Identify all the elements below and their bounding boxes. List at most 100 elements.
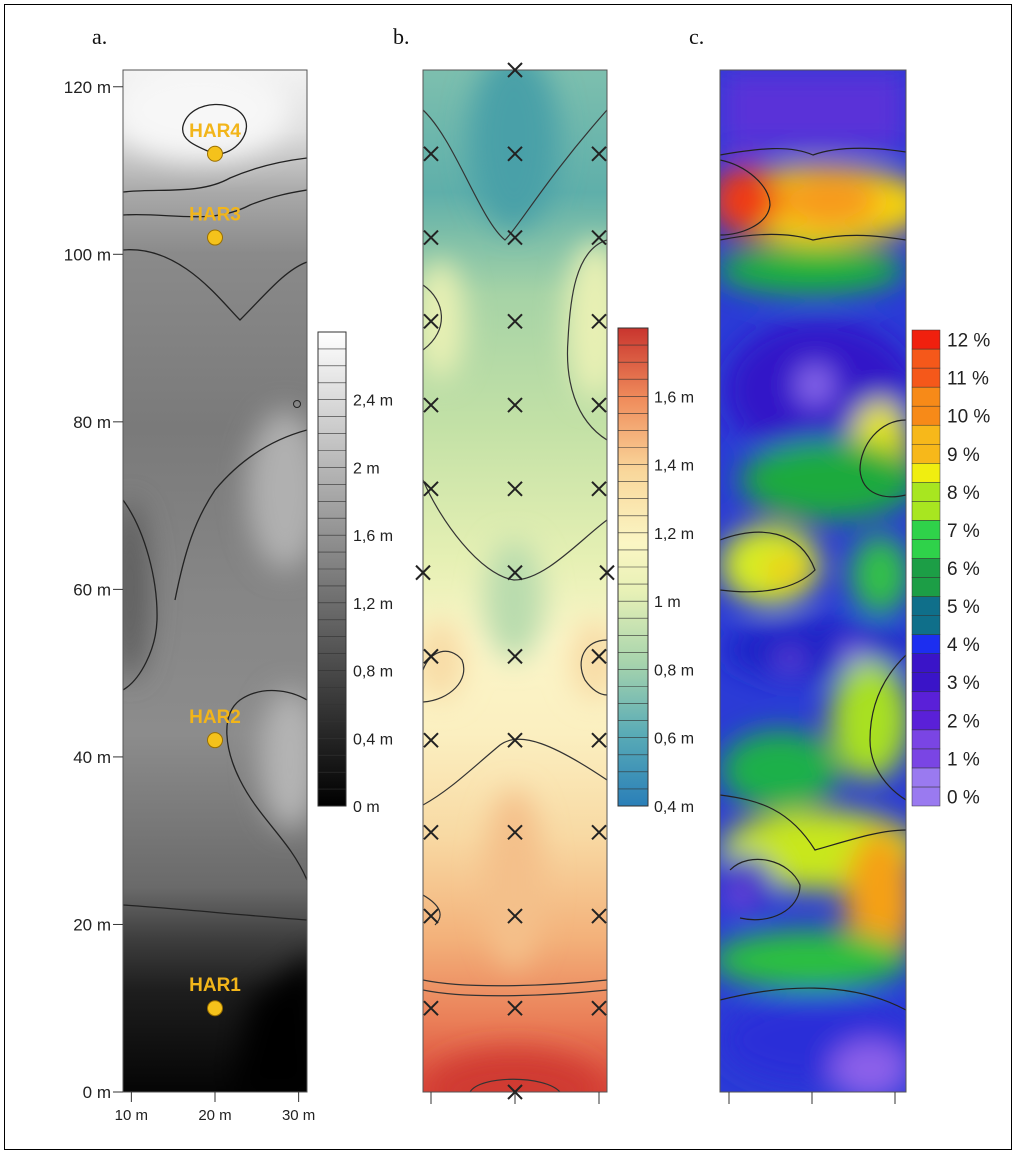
legend-band (911, 405, 941, 426)
legend-label: 1 % (947, 749, 980, 770)
legend-band (911, 520, 941, 540)
legend-band (911, 653, 941, 673)
legend-band (911, 767, 941, 788)
legend-label: 0,4 m (353, 731, 393, 748)
panel-a-legend-labels: 0 m 0,4 m 0,8 m 1,2 m 1,6 m 2 m 2,4 m (353, 393, 393, 816)
legend-band (911, 729, 941, 750)
sample-point-cross (507, 824, 523, 841)
legend-band (911, 596, 941, 616)
panel-b-x-ticks (430, 1092, 600, 1104)
sample-point-cross (591, 648, 607, 665)
sample-point-cross (423, 313, 439, 330)
har-label: HAR1 (189, 975, 241, 996)
har-label: HAR2 (189, 707, 241, 728)
y-tick-label: 100 m (64, 245, 111, 264)
legend-band (911, 710, 941, 731)
legend-band (911, 615, 941, 635)
legend-band (911, 463, 941, 483)
panel-c-x-ticks (728, 1092, 896, 1104)
panel-b-map (422, 69, 608, 1093)
sample-point-cross (423, 824, 439, 841)
sample-point-cross (591, 908, 607, 924)
har-markers: HAR4 HAR3 HAR2 HAR1 (189, 121, 241, 1017)
har-marker (207, 145, 223, 162)
sample-point-cross (591, 732, 607, 748)
sample-point-cross (599, 564, 615, 581)
har-marker (207, 732, 223, 749)
legend-label: 1,2 m (654, 526, 694, 543)
sample-point-cross (591, 229, 607, 246)
legend-label: 0,4 m (654, 799, 694, 816)
panel-a-legend-bands (318, 331, 346, 807)
legend-band (911, 443, 941, 464)
legend-label: 0 m (353, 799, 380, 816)
panel-c-map (719, 69, 907, 1093)
legend-label: 7 % (947, 521, 980, 542)
legend-label: 0,8 m (654, 662, 694, 679)
sample-point-cross (507, 648, 523, 665)
sample-point-cross (507, 564, 523, 581)
legend-label: 10 % (947, 407, 990, 428)
panel-a-legend: 0 m 0,4 m 0,8 m 1,2 m 1,6 m 2 m 2,4 m (317, 331, 393, 816)
sample-point-cross (423, 397, 439, 413)
legend-label: 11 % (947, 369, 989, 390)
legend-label: 1,4 m (654, 458, 694, 475)
legend-band (911, 329, 941, 350)
sample-point-cross (591, 481, 607, 497)
sample-point-cross (507, 481, 523, 497)
legend-band (911, 748, 941, 769)
sample-point-cross (423, 229, 439, 246)
y-tick-label: 80 m (73, 413, 111, 432)
x-tick-label: 20 m (198, 1107, 231, 1124)
y-tick-label: 120 m (64, 78, 111, 97)
legend-label: 2,4 m (353, 393, 393, 410)
sample-point-cross (423, 146, 439, 162)
legend-label: 1,2 m (353, 596, 393, 613)
y-tick-label: 40 m (73, 748, 111, 767)
legend-band (911, 558, 941, 578)
y-tick-label: 20 m (73, 915, 111, 934)
legend-label: 1,6 m (353, 528, 393, 545)
sample-point-cross (591, 824, 607, 841)
legend-band (911, 691, 941, 712)
har-marker (207, 229, 223, 246)
har-label: HAR3 (189, 205, 241, 226)
panel-b-sample-points (415, 62, 615, 1100)
sample-point-cross (507, 908, 523, 924)
sample-point-cross (507, 146, 523, 162)
y-tick-label: 0 m (83, 1083, 111, 1102)
legend-label: 5 % (947, 597, 980, 618)
legend-label: 2 % (947, 711, 980, 732)
x-tick-label: 10 m (115, 1107, 148, 1124)
panel-b-letter: b. (393, 24, 410, 49)
sample-point-cross (423, 732, 439, 748)
har-marker (207, 1000, 223, 1017)
sample-point-cross (415, 564, 431, 581)
sample-point-cross (507, 229, 523, 246)
sample-point-cross (423, 481, 439, 497)
legend-band (911, 386, 941, 407)
legend-label: 0,6 m (654, 731, 694, 748)
legend-label: 2 m (353, 460, 380, 477)
legend-label: 9 % (947, 445, 980, 466)
sample-point-cross (507, 1000, 523, 1016)
legend-label: 0 % (947, 787, 980, 808)
har-label: HAR4 (189, 121, 241, 142)
x-tick-label: 30 m (282, 1107, 315, 1124)
panel-c-legend: 0 % 1 % 2 % 3 % 4 % 5 % 6 % 7 % 8 % 9 % 10 % 11 % 12… (911, 329, 990, 808)
legend-label: 3 % (947, 673, 980, 694)
sample-point-cross (591, 146, 607, 162)
legend-label: 6 % (947, 559, 980, 580)
panel-c-legend-bands (911, 329, 941, 807)
panel-a-letter: a. (92, 24, 107, 49)
legend-label: 1,6 m (654, 389, 694, 406)
sample-point-cross (591, 397, 607, 413)
legend-label: 1 m (654, 594, 681, 611)
y-tick-label: 60 m (73, 580, 111, 599)
legend-band (911, 634, 941, 654)
legend-label: 8 % (947, 483, 980, 504)
legend-band (911, 786, 941, 807)
panel-a-axes: 0 m 20 m 40 m 60 m 80 m 100 m 120 m 10 m 20 m 30 … (64, 78, 316, 1124)
legend-label: 12 % (947, 331, 990, 352)
